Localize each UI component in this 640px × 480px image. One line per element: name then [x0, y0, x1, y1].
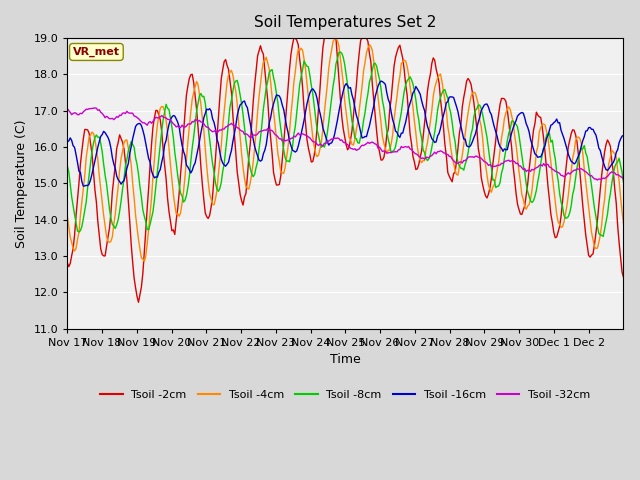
- Legend: Tsoil -2cm, Tsoil -4cm, Tsoil -8cm, Tsoil -16cm, Tsoil -32cm: Tsoil -2cm, Tsoil -4cm, Tsoil -8cm, Tsoi…: [96, 385, 595, 405]
- Text: VR_met: VR_met: [73, 47, 120, 57]
- X-axis label: Time: Time: [330, 353, 361, 366]
- Y-axis label: Soil Temperature (C): Soil Temperature (C): [15, 119, 28, 248]
- Title: Soil Temperatures Set 2: Soil Temperatures Set 2: [254, 15, 436, 30]
